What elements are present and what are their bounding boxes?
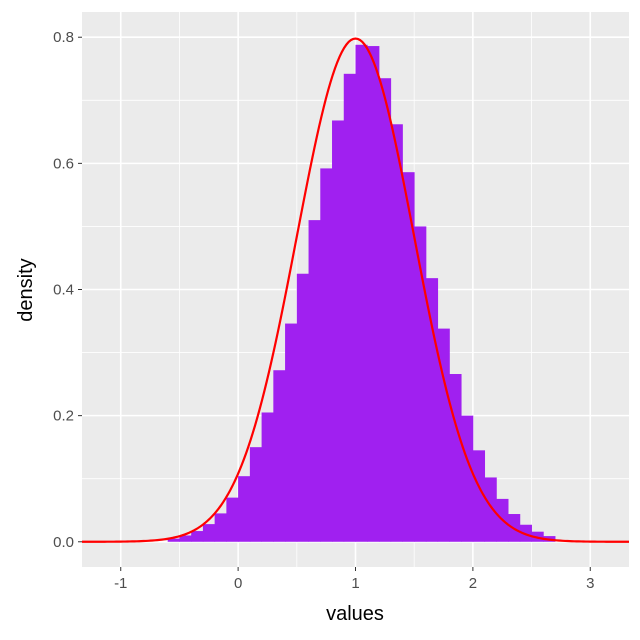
x-axis-tick-labels: -1 0 1 2 3 — [114, 575, 594, 592]
histogram-bar — [285, 323, 298, 542]
histogram-bar — [437, 328, 450, 542]
histogram-bar — [167, 538, 180, 542]
histogram-bar — [179, 535, 192, 542]
histogram-bar — [402, 172, 415, 542]
x-axis-ticks — [120, 567, 591, 571]
x-tick-label: 3 — [586, 575, 594, 592]
histogram-bar — [414, 226, 427, 542]
histogram-bar — [249, 447, 262, 542]
histogram-bar — [449, 374, 462, 542]
histogram-bar — [238, 476, 251, 542]
histogram-bar — [191, 531, 204, 542]
histogram-bar — [296, 273, 309, 542]
y-axis-tick-labels: 0.0 0.2 0.4 0.6 0.8 — [53, 29, 74, 551]
histogram-bar — [425, 278, 439, 542]
histogram-bar — [273, 370, 286, 542]
histogram-bar — [332, 120, 345, 542]
histogram-bar — [355, 44, 368, 542]
histogram-bar — [226, 497, 239, 542]
histogram-bar — [378, 78, 392, 542]
histogram-bar — [484, 477, 497, 542]
y-tick-label: 0.2 — [53, 408, 74, 425]
histogram-bar — [367, 46, 380, 542]
y-axis-title: density — [15, 258, 37, 321]
x-tick-label: -1 — [114, 575, 127, 592]
histogram-bar — [202, 524, 216, 542]
y-tick-label: 0.0 — [53, 534, 74, 551]
histogram-bar — [308, 220, 321, 542]
histogram-bar — [472, 450, 486, 542]
x-tick-label: 2 — [469, 575, 477, 592]
histogram-bars — [167, 44, 556, 542]
x-axis-title: values — [326, 603, 384, 625]
histogram-bar — [261, 412, 274, 542]
histogram-bar — [461, 415, 474, 542]
histogram-bar — [343, 73, 356, 542]
x-tick-label: 1 — [351, 575, 359, 592]
histogram-bar — [214, 513, 227, 542]
histogram-bar — [390, 124, 403, 542]
y-tick-label: 0.8 — [53, 29, 74, 46]
y-axis-ticks — [78, 36, 82, 543]
y-tick-label: 0.6 — [53, 155, 74, 172]
histogram-bar — [320, 168, 333, 542]
y-tick-label: 0.4 — [53, 282, 74, 299]
normal-density-curve — [82, 37, 629, 543]
x-tick-label: 0 — [234, 575, 242, 592]
